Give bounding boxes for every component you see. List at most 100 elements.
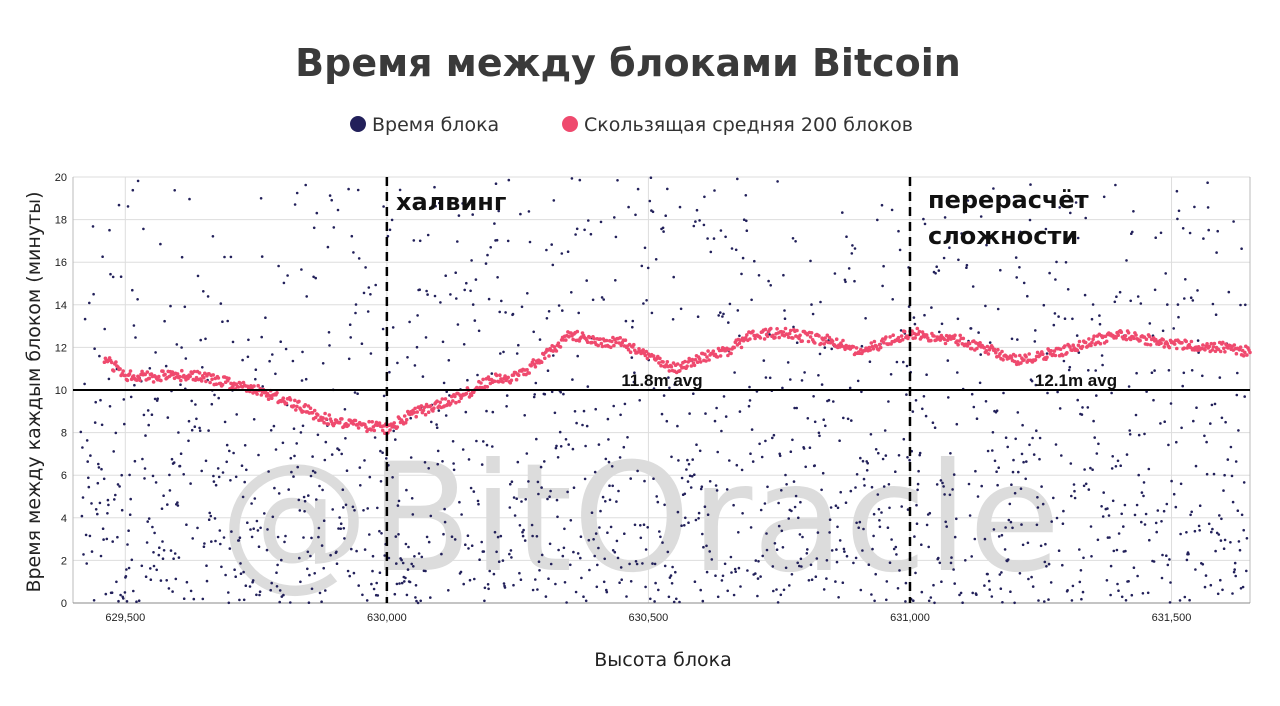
moving-average-point bbox=[745, 333, 749, 337]
block-time-point bbox=[1243, 395, 1246, 398]
block-time-point bbox=[278, 600, 282, 604]
moving-average-point bbox=[1027, 352, 1031, 356]
block-time-point bbox=[524, 498, 527, 501]
block-time-point bbox=[839, 490, 842, 494]
block-time-point bbox=[797, 516, 800, 520]
moving-average-point bbox=[1045, 355, 1049, 360]
block-time-point bbox=[270, 581, 274, 585]
block-time-point bbox=[1037, 599, 1040, 602]
block-time-point bbox=[825, 559, 829, 562]
block-time-point bbox=[939, 479, 943, 482]
block-time-point bbox=[412, 565, 415, 568]
block-time-point bbox=[1144, 512, 1148, 516]
block-time-point bbox=[597, 443, 601, 446]
moving-average-point bbox=[1083, 340, 1088, 345]
block-time-point bbox=[1034, 383, 1038, 387]
block-time-point bbox=[969, 327, 973, 330]
block-time-point bbox=[482, 550, 486, 553]
moving-average-point bbox=[423, 412, 428, 417]
moving-average-point bbox=[377, 421, 382, 425]
block-time-point bbox=[86, 460, 89, 463]
block-time-point bbox=[366, 310, 370, 313]
block-time-point bbox=[783, 317, 787, 321]
block-time-point bbox=[283, 540, 286, 544]
block-time-point bbox=[277, 492, 281, 495]
moving-average-point bbox=[288, 398, 293, 402]
block-time-point bbox=[457, 214, 461, 217]
block-time-point bbox=[1044, 227, 1048, 231]
block-time-point bbox=[433, 294, 437, 298]
block-time-point bbox=[695, 208, 699, 212]
block-time-point bbox=[1002, 195, 1006, 199]
moving-average-point bbox=[143, 372, 147, 377]
block-time-point bbox=[216, 467, 220, 470]
block-time-point bbox=[433, 185, 436, 189]
block-time-point bbox=[256, 529, 260, 532]
block-time-point bbox=[1090, 555, 1093, 558]
block-time-point bbox=[493, 530, 497, 534]
block-time-point bbox=[806, 548, 809, 551]
moving-average-point bbox=[877, 342, 882, 347]
block-time-point bbox=[1074, 201, 1078, 204]
block-time-point bbox=[1000, 571, 1003, 574]
block-time-point bbox=[120, 473, 123, 477]
block-time-point bbox=[415, 345, 419, 349]
block-time-point bbox=[207, 429, 210, 432]
block-time-point bbox=[618, 456, 622, 459]
block-time-point bbox=[551, 263, 555, 267]
block-time-point bbox=[1177, 209, 1181, 213]
block-time-point bbox=[114, 493, 117, 497]
block-time-point bbox=[241, 358, 244, 362]
block-time-point bbox=[631, 325, 634, 329]
block-time-point bbox=[1021, 423, 1024, 427]
moving-average-point bbox=[294, 408, 298, 412]
moving-average-point bbox=[281, 396, 286, 401]
moving-average-point bbox=[494, 373, 499, 378]
block-time-point bbox=[456, 240, 459, 243]
block-time-point bbox=[953, 535, 957, 539]
moving-average-point bbox=[575, 329, 580, 334]
block-time-point bbox=[350, 234, 354, 238]
block-time-point bbox=[228, 449, 231, 453]
moving-average-point bbox=[321, 416, 325, 420]
moving-average-point bbox=[1033, 358, 1038, 362]
block-time-point bbox=[680, 524, 683, 527]
block-time-point bbox=[574, 590, 578, 594]
block-time-point bbox=[1113, 300, 1117, 304]
block-time-point bbox=[483, 599, 486, 603]
block-time-point bbox=[195, 417, 198, 421]
block-time-point bbox=[227, 591, 230, 594]
x-axis-label: Высота блока bbox=[594, 649, 731, 671]
moving-average-point bbox=[558, 345, 563, 349]
block-time-point bbox=[394, 438, 397, 441]
moving-average-point bbox=[451, 399, 455, 403]
block-time-point bbox=[1125, 453, 1129, 456]
moving-average-point bbox=[706, 349, 710, 353]
event-lines bbox=[385, 177, 912, 603]
block-time-point bbox=[102, 538, 105, 541]
block-time-point bbox=[1168, 601, 1172, 604]
moving-average-point bbox=[419, 404, 424, 408]
moving-average-point bbox=[131, 374, 136, 378]
block-time-point bbox=[1086, 195, 1089, 198]
block-time-point bbox=[172, 557, 175, 560]
block-time-point bbox=[1069, 211, 1072, 215]
block-time-point bbox=[802, 447, 806, 450]
block-time-point bbox=[1143, 432, 1146, 436]
block-time-point bbox=[464, 410, 468, 414]
block-time-point bbox=[380, 532, 383, 535]
block-time-point bbox=[427, 540, 431, 544]
block-time-point bbox=[90, 550, 94, 553]
block-time-point bbox=[772, 589, 775, 593]
block-time-point bbox=[444, 274, 448, 278]
moving-average-point bbox=[1162, 345, 1166, 349]
moving-average-point bbox=[1060, 353, 1065, 358]
block-time-point bbox=[424, 336, 428, 339]
moving-average-point bbox=[678, 369, 682, 373]
moving-average-point bbox=[839, 341, 843, 346]
moving-average-point bbox=[868, 348, 872, 352]
block-time-point bbox=[678, 205, 682, 209]
block-time-point bbox=[636, 187, 640, 191]
block-time-point bbox=[897, 229, 900, 233]
moving-average-point bbox=[751, 329, 755, 334]
